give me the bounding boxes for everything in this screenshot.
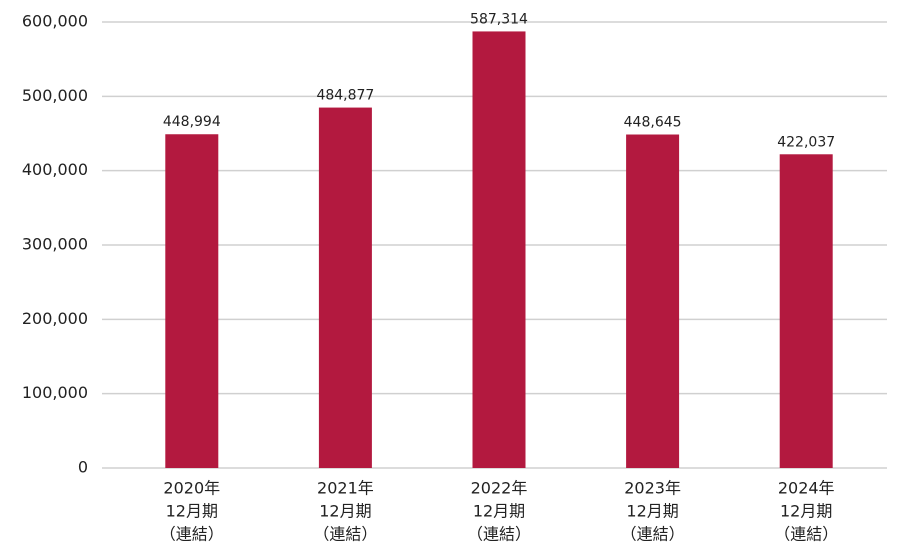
value-label: 448,994 <box>163 114 221 130</box>
x-tick-label: 2024年 <box>778 479 835 498</box>
x-tick-label: 12月期 <box>473 502 525 521</box>
y-tick-label: 300,000 <box>22 235 88 254</box>
value-label: 422,037 <box>777 134 835 150</box>
x-tick-label: 2022年 <box>471 479 528 498</box>
x-tick-label: （連結） <box>621 525 685 544</box>
x-tick-label: 2023年 <box>624 479 681 498</box>
y-tick-label: 200,000 <box>22 309 88 328</box>
x-tick-label: 12月期 <box>319 502 371 521</box>
x-tick-label: 2020年 <box>163 479 220 498</box>
y-tick-label: 400,000 <box>22 160 88 179</box>
x-tick-label: 2021年 <box>317 479 374 498</box>
x-tick-label: （連結） <box>774 525 838 544</box>
y-tick-label: 100,000 <box>22 383 88 402</box>
bar <box>472 31 526 468</box>
bar <box>318 107 372 468</box>
y-tick-label: 600,000 <box>22 12 88 31</box>
x-tick-label: （連結） <box>313 525 377 544</box>
bar <box>626 134 680 469</box>
value-label: 448,645 <box>624 115 682 131</box>
value-label: 587,314 <box>470 11 528 27</box>
y-tick-label: 0 <box>78 458 88 477</box>
x-tick-label: 12月期 <box>626 502 678 521</box>
value-label: 484,877 <box>316 88 374 104</box>
x-tick-label: 12月期 <box>166 502 218 521</box>
bar <box>779 154 833 468</box>
y-tick-label: 500,000 <box>22 86 88 105</box>
x-tick-label: 12月期 <box>780 502 832 521</box>
x-tick-label: （連結） <box>467 525 531 544</box>
bar <box>165 134 219 468</box>
x-tick-label: （連結） <box>160 525 224 544</box>
